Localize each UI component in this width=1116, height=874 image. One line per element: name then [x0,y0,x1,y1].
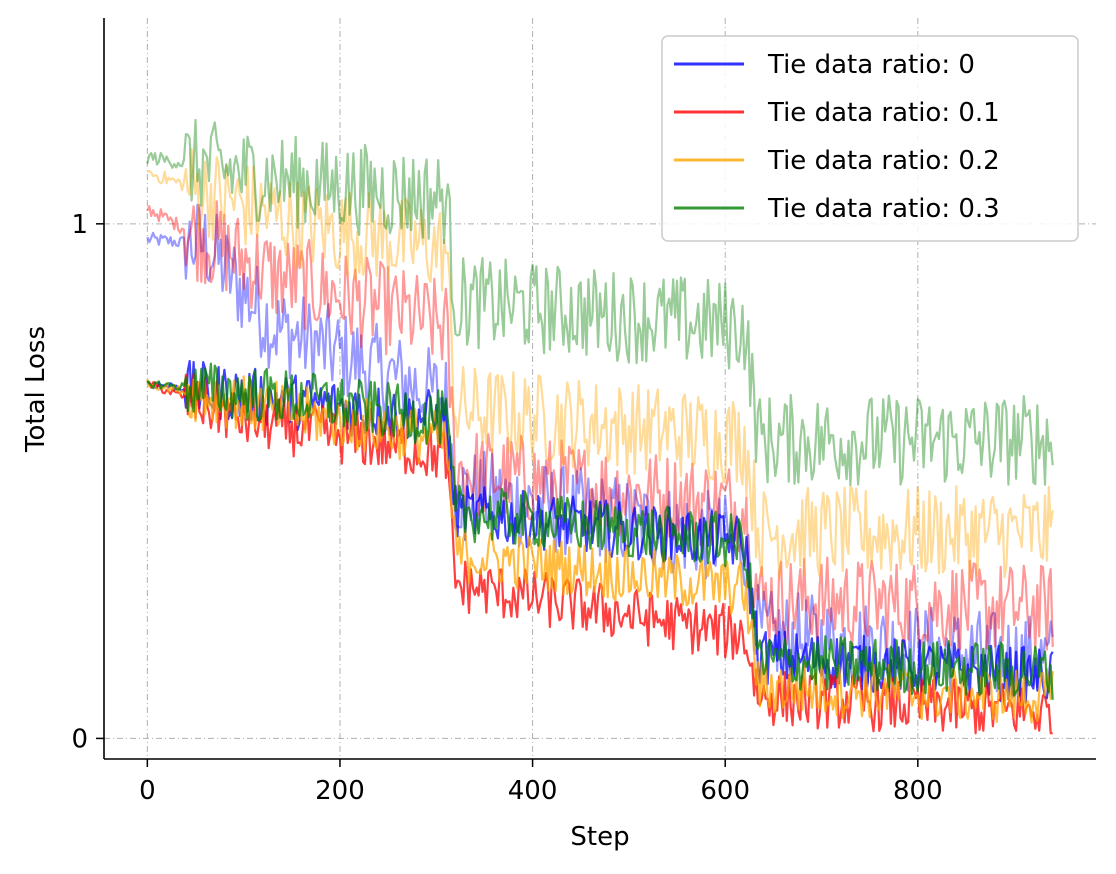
legend-label: Tie data ratio: 0.3 [767,194,1000,224]
legend-label: Tie data ratio: 0 [767,50,975,80]
legend: Tie data ratio: 0 Tie data ratio: 0.1 Tie … [661,35,1079,242]
legend-box [661,35,1079,242]
y-axis-label: Total Loss [21,326,51,453]
x-tick-label: 600 [700,776,750,806]
y-tick-label: 1 [71,210,88,240]
ticks: 0 200 400 600 800 0 1 [71,210,942,806]
series-faint-line [146,118,1054,487]
series-lines [146,118,1054,735]
x-tick-label: 800 [893,776,943,806]
series-line [146,373,1053,735]
y-tick-label: 0 [71,724,88,754]
x-tick-label: 200 [315,776,365,806]
legend-label: Tie data ratio: 0.1 [767,98,1000,128]
axes [103,18,1096,760]
series-line [146,362,1054,700]
x-tick-label: 400 [508,776,558,806]
x-axis-label: Step [570,822,629,852]
legend-label: Tie data ratio: 0.2 [767,146,1000,176]
grid [104,18,1096,759]
x-tick-label: 0 [139,776,156,806]
series-faint-line [146,147,1054,580]
